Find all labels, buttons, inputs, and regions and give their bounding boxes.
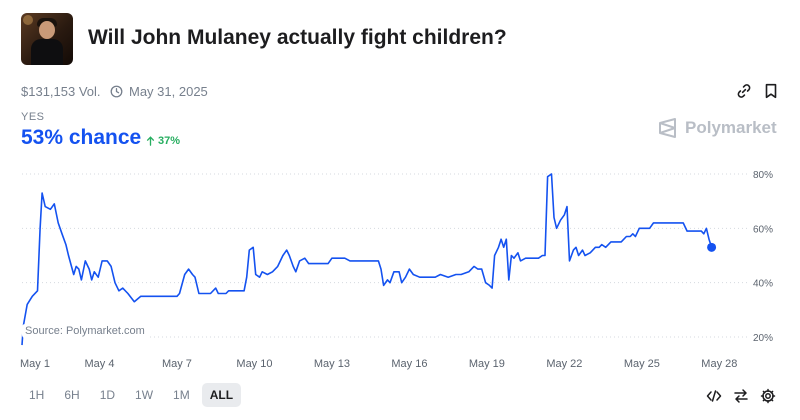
range-button-6h[interactable]: 6H: [64, 388, 80, 402]
x-tick-label: May 13: [314, 358, 350, 370]
price-chart[interactable]: 20% 40% 60% 80% May 1 May 4 May 7 May 10 May 13 M…: [0, 160, 800, 375]
x-tick-label: May 7: [162, 358, 192, 370]
x-tick-label: May 16: [391, 358, 427, 370]
code-icon[interactable]: [706, 388, 722, 404]
polymarket-logo-icon: [659, 118, 676, 138]
link-icon[interactable]: [735, 82, 753, 100]
gear-icon[interactable]: [760, 388, 776, 404]
brand-logo: Polymarket: [657, 117, 777, 139]
market-end-date-text: May 31, 2025: [129, 84, 208, 99]
x-tick-label: May 28: [701, 358, 737, 370]
price-line: [21, 173, 713, 346]
swap-icon[interactable]: [733, 388, 749, 404]
x-tick-label: May 25: [624, 358, 660, 370]
market-title: Will John Mulaney actually fight childre…: [88, 26, 507, 49]
current-price-dot: [707, 242, 717, 252]
outcome-label: YES: [21, 111, 45, 123]
x-tick-label: May 10: [236, 358, 272, 370]
thumbnail-light: [23, 15, 33, 25]
brand-name: Polymarket: [685, 118, 777, 137]
arrow-up-icon: [146, 136, 155, 146]
chart-source: Source: Polymarket.com: [22, 324, 148, 338]
bookmark-icon[interactable]: [762, 82, 780, 100]
market-volume: $131,153 Vol.: [21, 84, 101, 99]
time-range-selector: 1H 6H 1D 1W 1M ALL: [21, 383, 242, 407]
y-tick-label: 80%: [753, 170, 773, 181]
range-button-1m[interactable]: 1M: [173, 388, 190, 402]
y-tick-label: 40%: [753, 279, 773, 290]
x-tick-label: May 22: [546, 358, 582, 370]
thumbnail-figure-head: [39, 21, 55, 39]
x-tick-label: May 4: [84, 358, 114, 370]
x-tick-label: May 19: [469, 358, 505, 370]
clock-icon: [110, 85, 123, 98]
change-value: 37%: [158, 135, 181, 147]
thumbnail-figure-body: [31, 39, 63, 65]
chance-value: 53% chance: [21, 126, 142, 149]
market-end-date: May 31, 2025: [110, 84, 208, 99]
y-tick-label: 60%: [753, 224, 773, 235]
x-tick-label: May 1: [20, 358, 50, 370]
range-button-1h[interactable]: 1H: [29, 388, 45, 402]
y-tick-label: 20%: [753, 333, 773, 344]
market-thumbnail: [21, 13, 73, 65]
range-button-1w[interactable]: 1W: [135, 388, 154, 402]
range-button-1d[interactable]: 1D: [99, 388, 116, 402]
range-button-all[interactable]: ALL: [201, 383, 242, 407]
change-badge: 37%: [146, 135, 180, 147]
